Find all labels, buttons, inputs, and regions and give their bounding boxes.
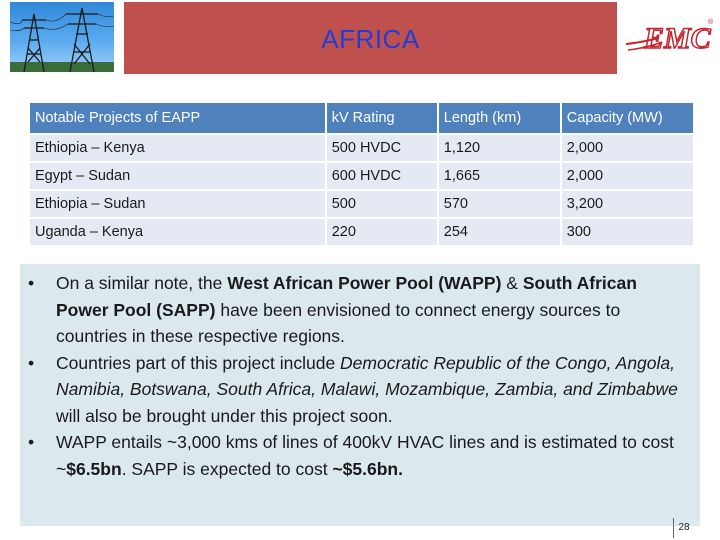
bullet-text: On a similar note, the	[56, 273, 228, 293]
notes-box: • On a similar note, the West African Po…	[20, 264, 700, 526]
bullet-item-countries: • Countries part of this project include…	[20, 350, 700, 430]
bullet-item-costs: • WAPP entails ~3,000 kms of lines of 40…	[20, 429, 700, 482]
bullet-text: . SAPP is expected to cost	[121, 458, 333, 479]
capacity-cell: 3,200	[561, 191, 693, 217]
bullet-text: have been envisioned to connect energy s…	[56, 299, 621, 347]
bullet-list: • On a similar note, the West African Po…	[20, 264, 700, 482]
table-header-row: Notable Projects of EAPP kV Rating Lengt…	[30, 103, 693, 133]
bullet-icon: •	[28, 352, 35, 373]
kv-rating-cell: 220	[326, 219, 437, 245]
kv-rating-cell: 500	[326, 191, 437, 217]
page-title: AFRICA	[321, 23, 420, 54]
column-header-kv-rating: kV Rating	[326, 103, 437, 133]
capacity-cell: 2,000	[561, 163, 693, 189]
column-header-projects: Notable Projects of EAPP	[30, 103, 325, 133]
table-row: Uganda – Kenya 220 254 300	[30, 219, 693, 245]
column-header-length: Length (km)	[438, 103, 560, 133]
bullet-icon: •	[28, 432, 35, 452]
length-cell: 1,665	[438, 163, 560, 189]
sapp-name: South African Power Pool (SAPP)	[56, 273, 637, 320]
transmission-tower-icon	[10, 7, 114, 72]
power-towers-image	[10, 2, 114, 72]
table-row: Ethiopia – Kenya 500 HVDC 1,120 2,000	[30, 135, 693, 161]
bullet-text: &	[501, 273, 523, 293]
page-number: 28	[673, 518, 694, 538]
sapp-cost: ~$5.6bn.	[332, 458, 403, 479]
column-header-capacity: Capacity (MW)	[561, 103, 693, 133]
wapp-cost: $6.5bn	[66, 458, 122, 479]
capacity-cell: 2,000	[561, 135, 693, 161]
kv-rating-cell: 500 HVDC	[326, 135, 437, 161]
bullet-text: WAPP entails ~3,000 kms of lines of 400k…	[56, 432, 674, 479]
registered-mark: ®	[708, 18, 714, 26]
project-cell: Ethiopia – Sudan	[30, 191, 325, 217]
project-cell: Egypt – Sudan	[30, 163, 325, 189]
bullet-text: will also be brought under this project …	[56, 405, 393, 426]
eapp-projects-table: Notable Projects of EAPP kV Rating Lengt…	[28, 101, 695, 247]
bullet-item-wapp-sapp: • On a similar note, the West African Po…	[20, 270, 700, 350]
project-cell: Uganda – Kenya	[30, 219, 325, 245]
table-row: Egypt – Sudan 600 HVDC 1,665 2,000	[30, 163, 693, 189]
bullet-text: Countries part of this project include	[56, 352, 341, 373]
capacity-cell: 300	[561, 219, 693, 245]
project-cell: Ethiopia – Kenya	[30, 135, 325, 161]
kv-rating-cell: 600 HVDC	[326, 163, 437, 189]
length-cell: 1,120	[438, 135, 560, 161]
length-cell: 254	[438, 219, 560, 245]
title-banner: AFRICA	[124, 2, 617, 74]
table-row: Ethiopia – Sudan 500 570 3,200	[30, 191, 693, 217]
logo-text: EMC	[643, 22, 712, 55]
length-cell: 570	[438, 191, 560, 217]
emc-logo: EMC ®	[624, 14, 716, 62]
bullet-icon: •	[28, 273, 35, 293]
country-list: Democratic Republic of the Congo, Angola…	[56, 352, 678, 400]
wapp-name: West African Power Pool (WAPP)	[227, 273, 502, 293]
